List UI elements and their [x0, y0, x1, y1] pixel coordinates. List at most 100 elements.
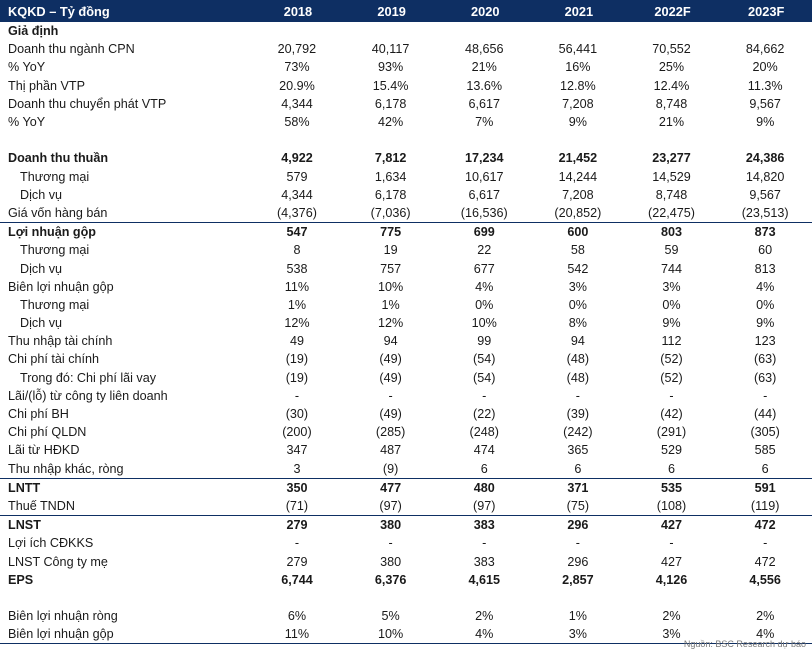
column-header: 2022F — [624, 0, 719, 22]
cell-value: 20,792 — [277, 42, 317, 57]
cell-value — [718, 131, 812, 149]
cell-value — [250, 22, 344, 40]
cell-value: 12.4% — [653, 78, 690, 93]
table-title: KQKD – Tỷ đồng — [0, 0, 251, 22]
cell-value: 744 — [661, 261, 683, 276]
cell-value — [344, 22, 438, 40]
cell-value: 94 — [383, 334, 398, 349]
cell-value: 22 — [477, 243, 492, 258]
cell-value — [531, 131, 625, 149]
row-label: % YoY — [8, 115, 46, 130]
cell-value: 757 — [380, 261, 402, 276]
cell-value: 42% — [377, 115, 404, 130]
cell-value: 3 — [293, 461, 301, 476]
cell-value: 15.4% — [372, 78, 409, 93]
cell-value: 8% — [568, 316, 587, 331]
row-label: Lãi/(lỗ) từ công ty liên doanh — [8, 388, 168, 403]
row-label: Dịch vụ — [20, 316, 62, 331]
cell-value: 380 — [380, 554, 402, 569]
cell-value: (285) — [375, 425, 406, 440]
cell-value: 383 — [437, 515, 532, 535]
cell-value: - — [763, 388, 768, 403]
table-row: LNST 279 380 383 296 427 472 — [0, 515, 812, 535]
cell-value: 9,567 — [749, 187, 781, 202]
row-label: Trong đó: Chi phí lãi vay — [20, 370, 157, 385]
cell-value: (16,536) — [460, 205, 508, 220]
row-label: Thương mại — [20, 169, 90, 184]
cell-value — [625, 22, 719, 40]
cell-value: 472 — [718, 515, 812, 535]
row-label: Thị phần VTP — [8, 78, 86, 93]
cell-value: (39) — [566, 407, 590, 422]
cell-value: - — [388, 536, 393, 551]
cell-value: 427 — [661, 554, 683, 569]
cell-value — [344, 131, 438, 149]
cell-value: 1% — [568, 609, 587, 624]
cell-value: 347 — [286, 443, 308, 458]
cell-value: 2% — [475, 609, 494, 624]
cell-value: 279 — [250, 515, 344, 535]
table-row: Lãi/(lỗ) từ công ty liên doanh - - - - - - — [0, 387, 812, 405]
row-label: Doanh thu chuyển phát VTP — [8, 96, 167, 111]
row-label: Thương mại — [20, 297, 90, 312]
cell-value: 20% — [752, 60, 778, 75]
cell-value: (4,376) — [276, 205, 317, 220]
table-row: Biên lợi nhuận gộp 11% 10% 4% 3% 3% 4% — [0, 278, 812, 296]
table-row: Thuế TNDN (71) (97) (97) (75) (108) (119) — [0, 497, 812, 516]
cell-value: 11% — [250, 625, 344, 645]
cell-value: 4,922 — [281, 151, 313, 166]
cell-value — [344, 589, 438, 607]
cell-value: 14,244 — [558, 169, 598, 184]
cell-value: 699 — [437, 222, 532, 242]
cell-value: (48) — [566, 352, 590, 367]
column-header: 2020 — [437, 0, 532, 22]
cell-value: 6,178 — [374, 96, 407, 111]
cell-value: 14,529 — [652, 169, 691, 184]
cell-value: 59 — [664, 243, 679, 258]
row-label — [0, 131, 250, 149]
table-row: Giả định — [0, 22, 812, 40]
cell-value: (63) — [753, 352, 777, 367]
row-label: LNST Công ty mẹ — [8, 554, 108, 569]
row-label: Doanh thu thuần — [8, 151, 109, 166]
cell-value: 6 — [574, 461, 582, 476]
cell-value: 677 — [473, 261, 495, 276]
cell-value: (49) — [379, 407, 402, 422]
cell-value: 17,234 — [464, 151, 504, 166]
cell-value: 296 — [567, 554, 589, 569]
table-header-row: KQKD – Tỷ đồng 2018 2019 2020 2021 2022F… — [0, 0, 812, 22]
cell-value: 0% — [475, 297, 494, 312]
cell-value: 279 — [286, 554, 308, 569]
row-label: Giả định — [8, 24, 59, 39]
cell-value: (20,852) — [554, 205, 602, 220]
cell-value: 23,277 — [652, 151, 691, 166]
cell-value: 6 — [668, 461, 676, 476]
cell-value: 7,208 — [562, 187, 594, 202]
cell-value: 56,441 — [558, 42, 598, 57]
cell-value: 10% — [343, 625, 438, 645]
cell-value: - — [763, 536, 768, 551]
table-body: Giả định Doanh thu ngành CPN 20,792 40,117 4… — [0, 22, 812, 645]
table-row: Lợi nhuận gộp 547 775 699 600 803 873 — [0, 222, 812, 242]
table-row: Thương mại 1% 1% 0% 0% 0% 0% — [0, 296, 812, 314]
cell-value: (248) — [469, 425, 499, 440]
cell-value: 480 — [437, 477, 532, 497]
cell-value: - — [294, 536, 300, 551]
cell-value: (200) — [282, 425, 312, 440]
cell-value: 19 — [383, 243, 398, 258]
spacer-row — [0, 131, 812, 149]
table-row: Thu nhập khác, ròng 3 (9) 6 6 6 6 — [0, 460, 812, 479]
cell-value: 58 — [570, 243, 585, 258]
row-label: Dịch vụ — [20, 187, 62, 202]
cell-value: (49) — [379, 352, 402, 367]
cell-value: (52) — [660, 370, 683, 385]
table-row: Lãi từ HĐKD 347 487 474 365 529 585 — [0, 441, 812, 459]
cell-value: 11% — [284, 279, 310, 294]
cell-value: (291) — [656, 425, 687, 440]
table-row: Thị phần VTP 20.9% 15.4% 13.6% 12.8% 12.4% 11.… — [0, 77, 812, 95]
cell-value: 3% — [624, 625, 719, 645]
cell-value: 94 — [570, 334, 585, 349]
cell-value: 4,126 — [655, 572, 688, 587]
cell-value: 6,178 — [374, 187, 407, 202]
cell-value: 10% — [471, 316, 497, 331]
